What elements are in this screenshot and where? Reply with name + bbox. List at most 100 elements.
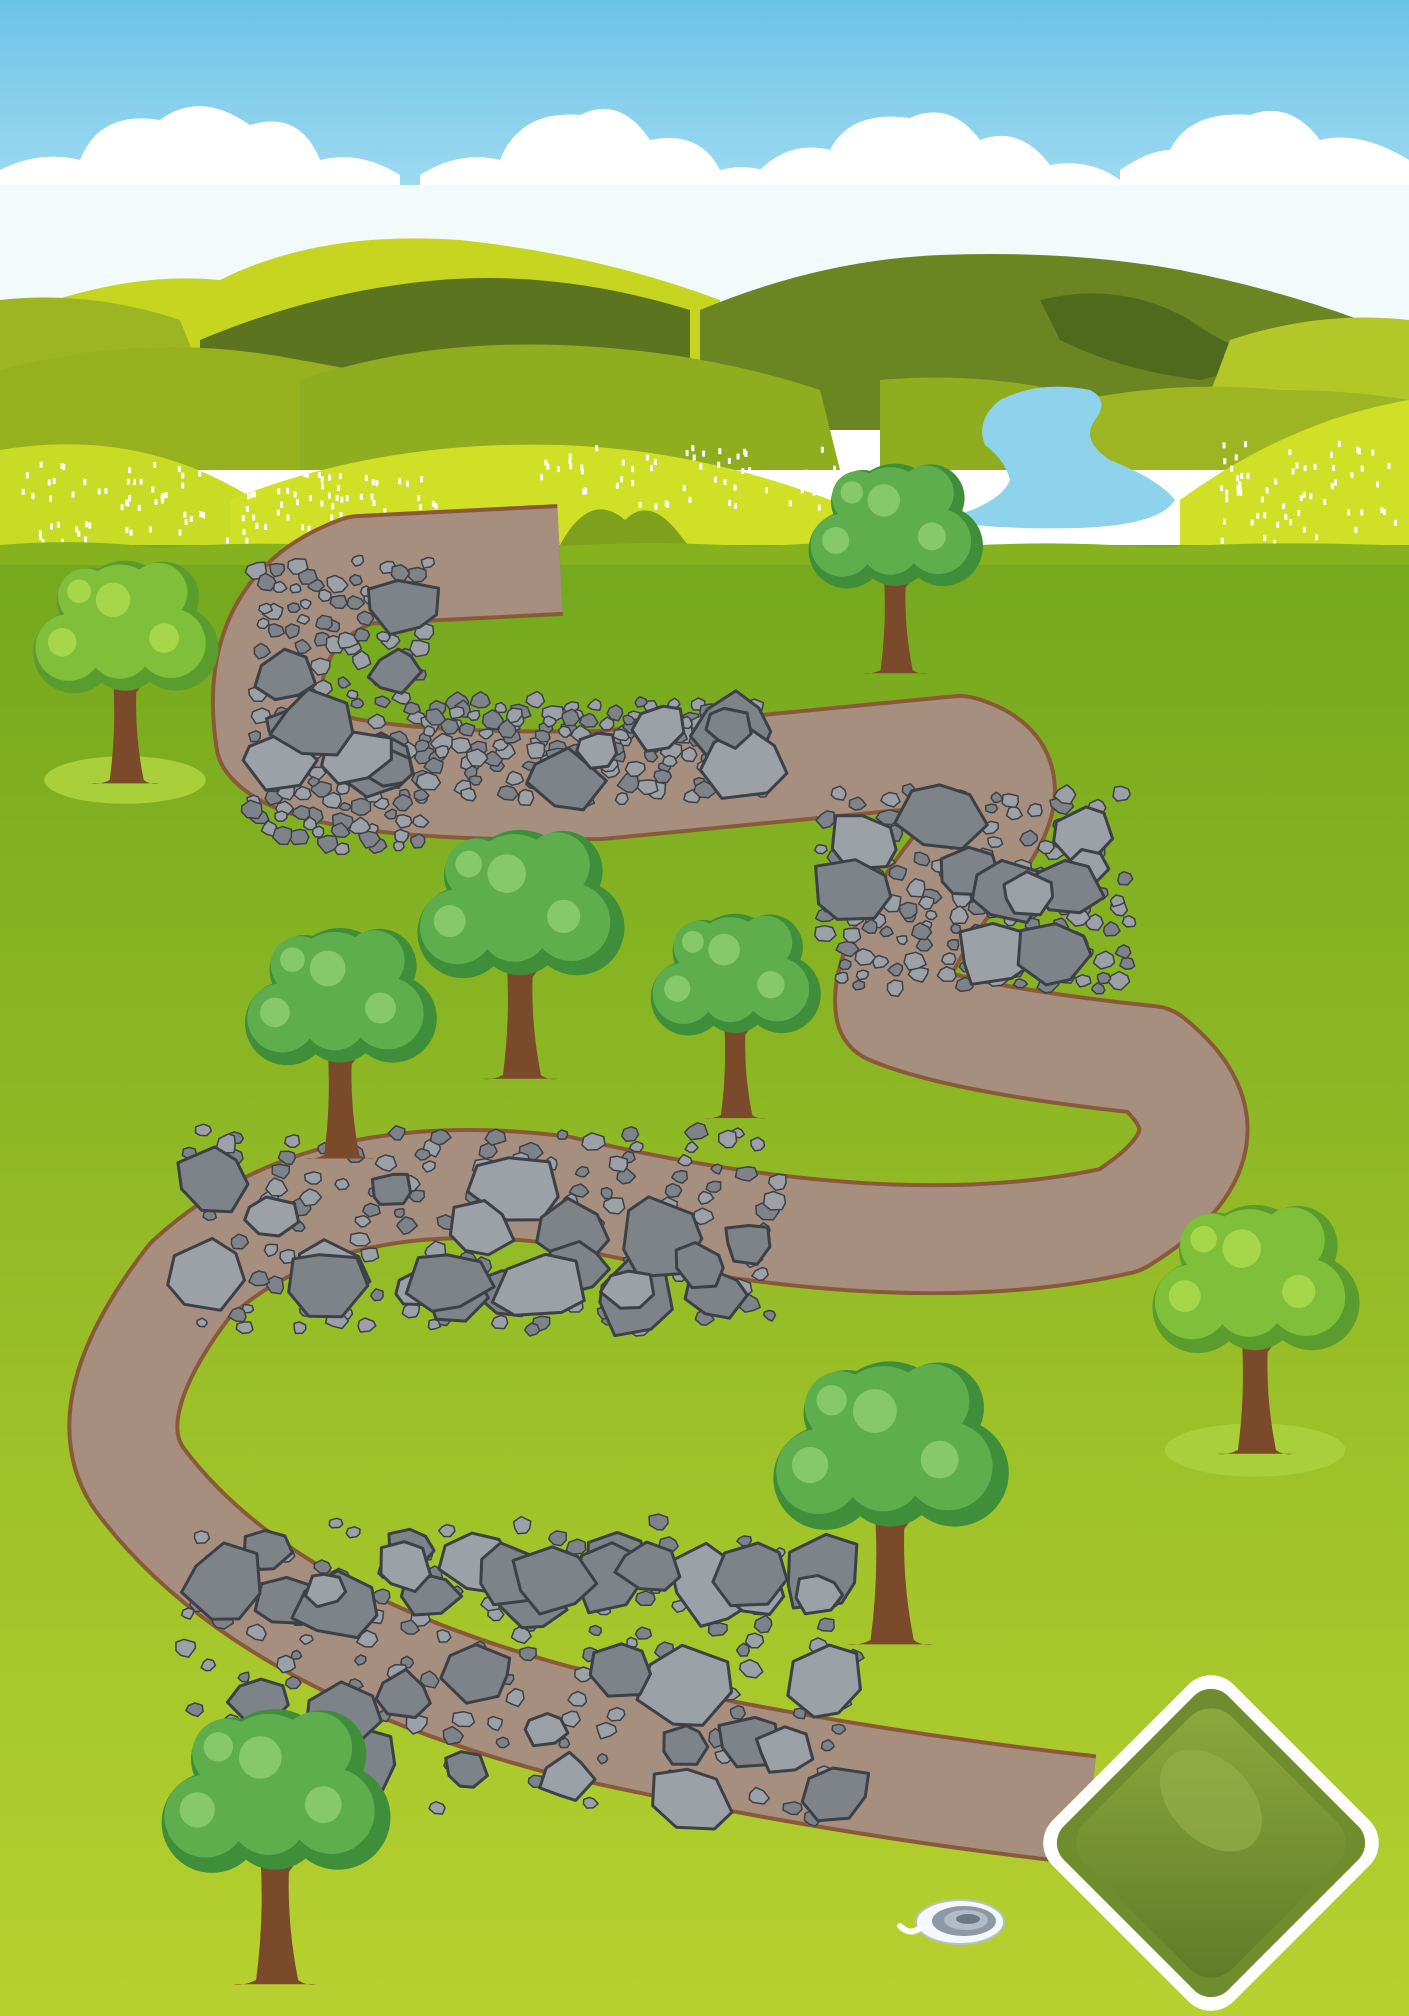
- stone: [299, 1634, 314, 1646]
- stone: [634, 695, 648, 708]
- stone: [410, 833, 426, 849]
- stone: [436, 1629, 452, 1643]
- stone: [253, 647, 318, 702]
- flower: [812, 489, 816, 496]
- stone: [835, 940, 860, 958]
- stone: [628, 1140, 644, 1153]
- oak-tree-icon: [650, 913, 821, 1119]
- flower: [653, 458, 657, 465]
- flower: [371, 479, 375, 486]
- flower: [434, 503, 438, 510]
- flower: [104, 488, 108, 495]
- stone: [990, 791, 1004, 804]
- stone: [763, 1309, 777, 1322]
- stone: [674, 1241, 725, 1290]
- stone: [245, 1623, 267, 1642]
- flower: [383, 508, 387, 515]
- stone: [898, 901, 918, 920]
- flower: [128, 495, 132, 502]
- spiral-snail-icon[interactable]: [897, 1899, 1005, 1945]
- flower: [1244, 441, 1248, 448]
- stone: [230, 1233, 250, 1250]
- stone: [557, 725, 573, 739]
- flower: [702, 450, 706, 457]
- flower: [1313, 463, 1317, 470]
- stone: [414, 739, 430, 753]
- flower: [741, 468, 745, 475]
- stone: [600, 1186, 613, 1200]
- stone: [366, 578, 441, 637]
- flower: [1274, 478, 1278, 485]
- flower: [417, 494, 421, 501]
- stone: [237, 1671, 250, 1683]
- stone: [815, 810, 835, 830]
- flower: [688, 496, 692, 503]
- flower: [595, 445, 599, 452]
- stone: [608, 1155, 629, 1173]
- flower: [345, 495, 349, 502]
- stone: [558, 1737, 571, 1749]
- stone: [910, 922, 933, 941]
- flower: [198, 470, 202, 477]
- stone: [291, 804, 311, 821]
- stone: [751, 1266, 769, 1282]
- flower: [308, 495, 312, 502]
- stone: [1112, 785, 1131, 802]
- stone: [412, 814, 430, 828]
- flower: [1332, 464, 1336, 471]
- flower: [664, 500, 668, 507]
- stone: [630, 704, 686, 753]
- flower: [682, 485, 686, 492]
- stone: [596, 1752, 609, 1765]
- flower: [638, 501, 642, 508]
- stone: [356, 610, 375, 627]
- flower: [406, 480, 410, 487]
- stone: [834, 971, 849, 984]
- stone: [1121, 914, 1137, 928]
- stone: [196, 1317, 208, 1328]
- stone: [1037, 839, 1055, 855]
- stone: [400, 1619, 420, 1635]
- flower: [1334, 479, 1338, 486]
- flower: [1239, 489, 1243, 496]
- stone: [338, 801, 353, 811]
- stone: [831, 1723, 847, 1735]
- stone: [1002, 870, 1055, 917]
- flower: [330, 514, 334, 521]
- diamond-goal-tile-icon[interactable]: [1030, 1662, 1392, 2016]
- meadow-hill: [0, 444, 300, 560]
- oak-tree-icon: [417, 829, 625, 1080]
- flower: [1220, 537, 1224, 544]
- stone: [484, 1128, 507, 1146]
- stone: [357, 830, 381, 849]
- stone: [421, 1160, 436, 1173]
- flower: [544, 459, 548, 466]
- flowering-tree-icon: [1152, 1204, 1360, 1477]
- flower: [631, 480, 635, 487]
- flower: [1284, 513, 1288, 520]
- stone: [612, 728, 630, 742]
- flower: [47, 479, 51, 486]
- stone: [284, 1134, 301, 1149]
- flower: [1376, 481, 1380, 488]
- flower: [255, 522, 259, 529]
- flower: [1291, 468, 1295, 475]
- stone: [256, 572, 278, 592]
- stone: [495, 1736, 510, 1749]
- stone: [710, 1163, 723, 1175]
- flower: [1356, 446, 1360, 453]
- flower: [1337, 440, 1341, 447]
- stone: [762, 1190, 787, 1211]
- stone: [556, 1129, 569, 1140]
- stone: [345, 1526, 361, 1539]
- stone: [561, 708, 581, 727]
- stone: [268, 687, 355, 757]
- flower: [728, 499, 732, 506]
- flower: [569, 463, 573, 470]
- flower: [177, 466, 181, 473]
- flower: [154, 498, 158, 505]
- flower: [199, 511, 203, 518]
- stone: [272, 580, 288, 594]
- stone: [349, 1232, 371, 1247]
- stone: [392, 840, 405, 852]
